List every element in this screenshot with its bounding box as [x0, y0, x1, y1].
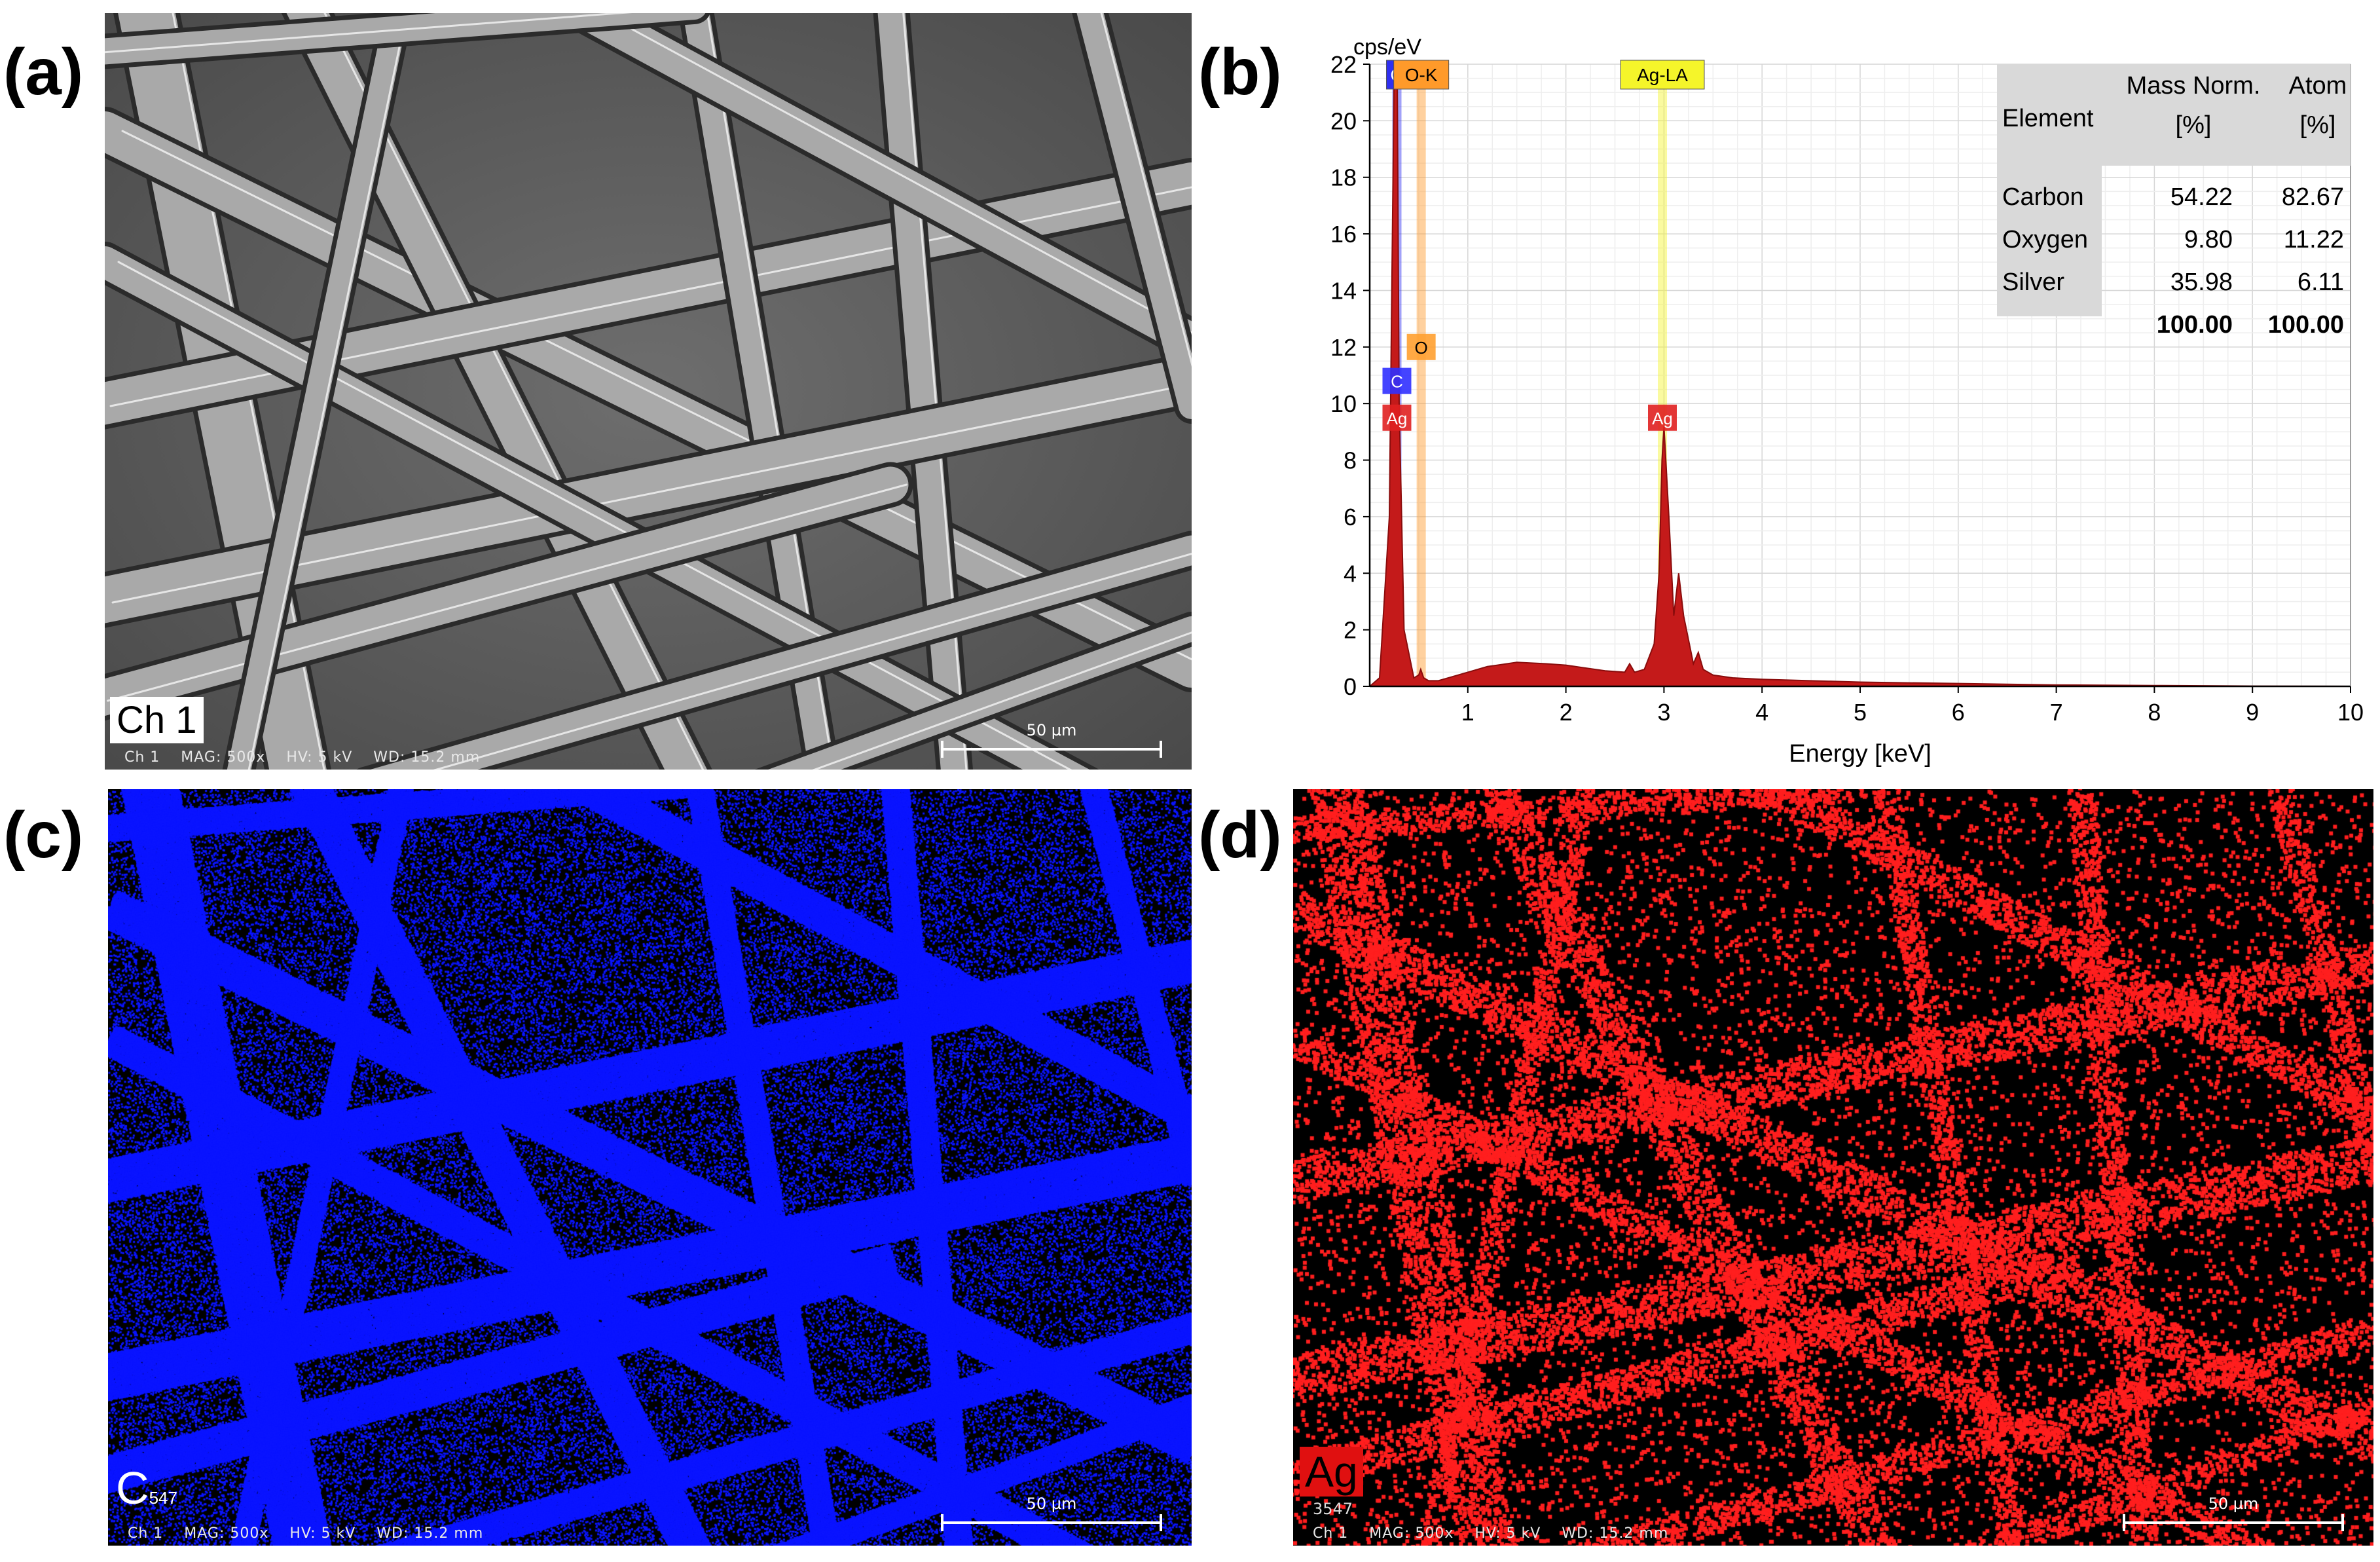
peak-tag [1382, 367, 1412, 394]
table-cell: 9.80 [2184, 226, 2233, 253]
y-tick-label: 6 [1344, 504, 1357, 530]
y-tick-label: 14 [1330, 277, 1357, 304]
table-header-cell: [%] [2300, 111, 2336, 139]
peak-tag-label: O [1415, 338, 1428, 358]
table-cell: 100.00 [2157, 311, 2233, 339]
y-tick-label: 2 [1344, 617, 1357, 644]
y-tick-label: 8 [1344, 447, 1357, 474]
carbon-element-map [108, 789, 1192, 1546]
y-tick-label: 20 [1330, 107, 1357, 134]
panel-label-a: (a) [3, 35, 84, 109]
scale-bar: 50 µm [941, 721, 1162, 758]
table-header-cell: Element [2002, 105, 2094, 132]
sem-image-panel: Ch 1 Ch 1 MAG: 500x HV: 5 kV WD: 15.2 mm… [105, 13, 1192, 770]
table-header-bg [1997, 64, 2351, 166]
y-tick-label: 4 [1344, 560, 1357, 587]
x-tick-label: 10 [2337, 699, 2364, 726]
table-header-cell: Atom [2289, 72, 2347, 100]
sem-fibers-image [105, 13, 1192, 770]
marker-tag-label: Ag-LA [1637, 65, 1688, 85]
peak-tag-label: C [1391, 372, 1403, 392]
x-axis-label: Energy [keV] [1789, 740, 1931, 768]
table-cell: 35.98 [2170, 269, 2233, 296]
y-tick-label: 16 [1330, 221, 1357, 248]
x-tick-label: 9 [2246, 699, 2259, 726]
y-tick-label: 22 [1330, 51, 1357, 78]
x-tick-label: 4 [1755, 699, 1768, 726]
element-label-ag: Ag [1300, 1447, 1363, 1497]
y-tick-label: 18 [1330, 164, 1357, 191]
table-header-cell: Mass Norm. [2127, 72, 2261, 100]
sem-info-bar: Ch 1 MAG: 500x HV: 5 kV WD: 15.2 mm [124, 749, 481, 766]
x-tick-label: 1 [1461, 699, 1474, 726]
scale-bar: 50 µm [941, 1495, 1162, 1531]
scale-bar-label: 50 µm [1026, 721, 1077, 739]
scale-bar: 50 µm [2123, 1495, 2344, 1531]
eds-spectrum-panel: 0 2 4 6 8 10 12 14 16 18 20 22 1 2 3 4 5 6 7 8 9 10 cps/eV Ener… [1296, 13, 2370, 776]
map-info-bar: Ch 1 MAG: 500x HV: 5 kV WD: 15.2 mm [1313, 1525, 1669, 1542]
panel-label-d: (d) [1198, 798, 1282, 872]
y-tick-label: 10 [1330, 390, 1357, 417]
y-axis-label: cps/eV [1353, 35, 1421, 60]
scale-bar-label: 50 µm [2208, 1495, 2259, 1513]
y-tick-label: 0 [1344, 673, 1357, 700]
table-cell: 6.11 [2298, 269, 2344, 296]
silver-element-map [1293, 789, 2373, 1546]
peak-tag [1648, 404, 1677, 431]
table-cell: Carbon [2002, 183, 2084, 211]
element-count: 3547 [1313, 1500, 1353, 1518]
x-tick-label: 3 [1657, 699, 1670, 726]
spectrum-area [1368, 64, 2351, 687]
marker-tag-label: O-K [1405, 65, 1438, 85]
peak-tag-label: Ag [1652, 409, 1673, 428]
peak-tag-label: Ag [1387, 409, 1408, 428]
chart-grid [1369, 64, 2351, 687]
map-info-bar: Ch 1 MAG: 500x HV: 5 kV WD: 15.2 mm [128, 1525, 484, 1542]
x-tick-label: 5 [1854, 699, 1867, 726]
element-symbol: C [116, 1462, 149, 1514]
peak-tag [1406, 333, 1436, 360]
panel-label-c: (c) [3, 798, 84, 872]
silver-map-panel: Ag 3547 Ch 1 MAG: 500x HV: 5 kV WD: 15.2… [1293, 789, 2373, 1546]
element-line-marker [1416, 64, 1426, 686]
table-cell: 82.67 [2282, 183, 2344, 211]
scale-bar-label: 50 µm [1026, 1495, 1077, 1513]
table-cell: 54.22 [2170, 183, 2233, 211]
table-cell: Oxygen [2002, 226, 2088, 253]
carbon-map-panel: C547 Ch 1 MAG: 500x HV: 5 kV WD: 15.2 mm… [108, 789, 1192, 1546]
channel-label: Ch 1 [110, 697, 204, 743]
marker-tag [1393, 60, 1450, 90]
table-col-bg [1997, 166, 2102, 316]
table-header-cell: [%] [2176, 111, 2212, 139]
panel-label-b: (b) [1198, 35, 1282, 109]
x-tick-label: 2 [1560, 699, 1573, 726]
x-tick-label: 8 [2148, 699, 2161, 726]
peak-tag [1382, 404, 1412, 431]
table-cell: 100.00 [2268, 311, 2344, 339]
marker-tag [1620, 60, 1705, 90]
table-cell: 11.22 [2284, 226, 2344, 253]
table-cell: Silver [2002, 269, 2064, 296]
x-tick-label: 6 [1952, 699, 1965, 726]
element-count: 547 [149, 1488, 177, 1508]
y-tick-label: 12 [1330, 334, 1357, 361]
element-label-c: C547 [116, 1462, 177, 1514]
x-tick-label: 7 [2050, 699, 2063, 726]
